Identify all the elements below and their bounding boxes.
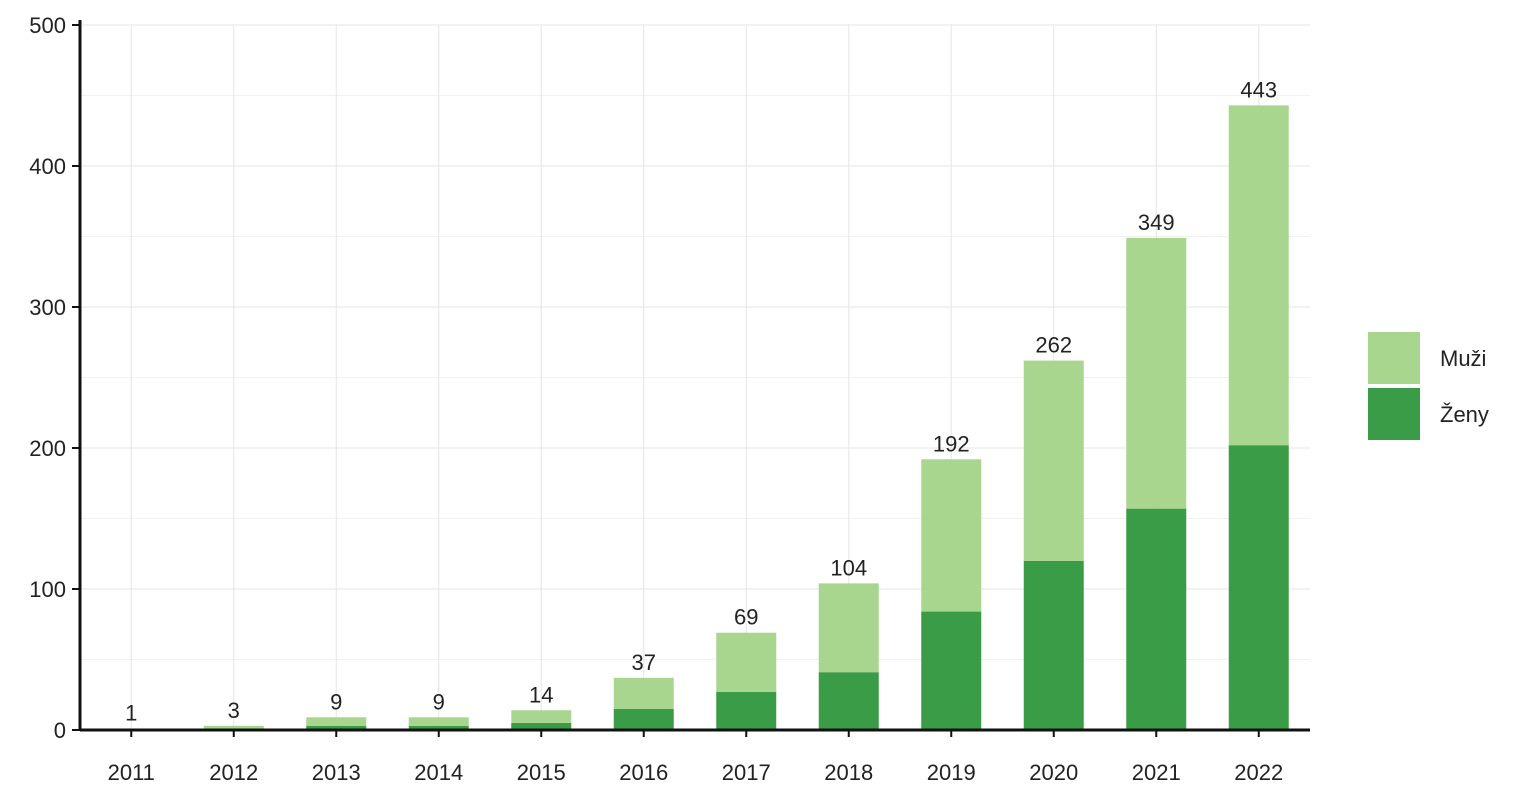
- bar-segment-zeny-2013: [306, 725, 367, 730]
- bar-segment-zeny-2015: [511, 722, 572, 730]
- legend: Muži Ženy: [1368, 332, 1489, 440]
- bar-segment-zeny-2021: [1126, 508, 1187, 730]
- bar-segment-zeny-2022: [1228, 445, 1289, 730]
- total-label-2019: 192: [933, 431, 970, 456]
- total-label-2015: 14: [529, 682, 553, 707]
- y-tick-label: 400: [29, 154, 66, 179]
- bar-segment-zeny-2017: [716, 691, 777, 730]
- bar-segment-muzi-2019: [921, 459, 982, 612]
- bar-segment-muzi-2015: [511, 710, 572, 723]
- total-label-2014: 9: [433, 689, 445, 714]
- x-tick-label: 2021: [1132, 760, 1181, 785]
- legend-swatch-zeny: [1368, 388, 1420, 440]
- total-label-2011: 1: [125, 701, 137, 726]
- bar-segment-muzi-2017: [716, 632, 777, 692]
- total-label-2020: 262: [1035, 333, 1072, 358]
- legend-label-zeny: Ženy: [1440, 402, 1489, 427]
- total-label-2016: 37: [632, 650, 656, 675]
- bar-segment-zeny-2016: [613, 708, 674, 730]
- y-tick-label: 200: [29, 436, 66, 461]
- x-tick-label: 2018: [824, 760, 873, 785]
- bar-segment-zeny-2019: [921, 611, 982, 730]
- total-label-2017: 69: [734, 605, 758, 630]
- bar-segment-muzi-2021: [1126, 237, 1187, 509]
- y-tick-label: 500: [29, 13, 66, 38]
- y-tick-label: 0: [54, 718, 66, 743]
- x-tick-label: 2020: [1029, 760, 1078, 785]
- total-label-2018: 104: [830, 555, 867, 580]
- bar-segment-muzi-2018: [818, 583, 879, 673]
- legend-swatch-muzi: [1368, 332, 1420, 384]
- bar-segment-muzi-2013: [306, 717, 367, 726]
- x-tick-label: 2017: [722, 760, 771, 785]
- bar-segment-muzi-2014: [408, 717, 469, 726]
- axis-layer: [72, 20, 1310, 737]
- total-label-2013: 9: [330, 689, 342, 714]
- total-label-2012: 3: [228, 698, 240, 723]
- x-tick-label: 2013: [312, 760, 361, 785]
- bar-segment-muzi-2020: [1023, 360, 1084, 561]
- x-tick-label: 2015: [517, 760, 566, 785]
- bar-segment-muzi-2016: [613, 677, 674, 709]
- y-tick-label: 100: [29, 577, 66, 602]
- x-tick-label: 2011: [108, 760, 155, 785]
- bars-layer: [101, 105, 1289, 730]
- x-tick-label: 2014: [414, 760, 463, 785]
- x-tick-label: 2012: [209, 760, 258, 785]
- legend-label-muzi: Muži: [1440, 346, 1486, 371]
- total-label-2021: 349: [1138, 210, 1175, 235]
- grid-layer: [80, 24, 1310, 730]
- bar-segment-muzi-2012: [203, 725, 264, 729]
- x-tick-label: 2016: [619, 760, 668, 785]
- total-label-2022: 443: [1240, 77, 1277, 102]
- y-tick-label: 300: [29, 295, 66, 320]
- bar-segment-muzi-2022: [1228, 105, 1289, 446]
- x-tick-label: 2022: [1234, 760, 1283, 785]
- labels-layer: 0 100 200 300 400 500 2011 2012 2013 2014 2015 2016…: [29, 13, 1283, 785]
- bar-segment-zeny-2020: [1023, 560, 1084, 730]
- bar-segment-zeny-2014: [408, 725, 469, 730]
- bar-segment-zeny-2018: [818, 672, 879, 730]
- x-tick-label: 2019: [927, 760, 976, 785]
